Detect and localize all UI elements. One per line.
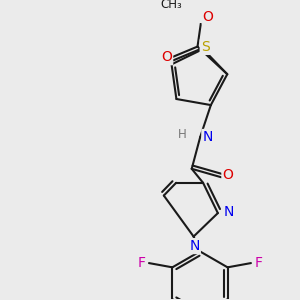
- Text: S: S: [201, 40, 209, 54]
- Text: O: O: [203, 10, 214, 24]
- Text: F: F: [138, 256, 146, 270]
- Text: F: F: [254, 256, 262, 270]
- Text: O: O: [161, 50, 172, 64]
- Text: N: N: [223, 205, 234, 219]
- Text: H: H: [178, 128, 186, 141]
- Text: N: N: [190, 239, 200, 253]
- Text: N: N: [202, 130, 213, 144]
- Text: O: O: [222, 168, 233, 182]
- Text: CH₃: CH₃: [160, 0, 182, 11]
